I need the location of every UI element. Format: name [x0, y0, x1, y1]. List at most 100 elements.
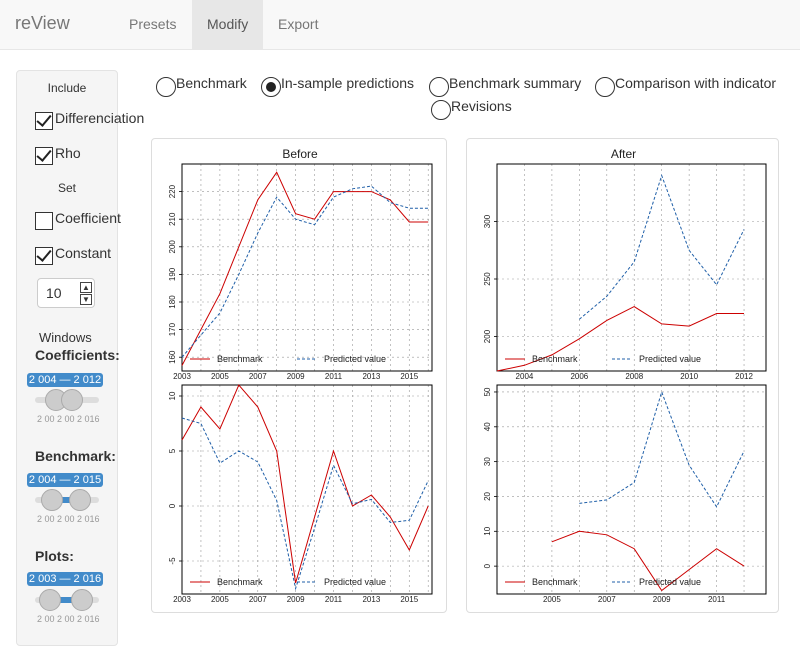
benchmark-tick-mid: 2 00: [57, 514, 75, 524]
chart-0: 160 170 180 190 200 210 220 2003 2005 2007 2009 201…: [168, 163, 433, 381]
series-line-predicted-value: [579, 390, 745, 508]
x-tick-label: 2006: [570, 372, 588, 381]
radio-revisions-label: Revisions: [451, 98, 512, 114]
y-tick-label: 180: [168, 295, 177, 309]
plots-slider-track[interactable]: [35, 597, 99, 603]
differenciation-label: Differenciation: [55, 110, 145, 126]
plot-frame: [496, 163, 767, 372]
benchmark-slider-handle-from[interactable]: [41, 489, 63, 511]
rho-checkbox[interactable]: [35, 147, 53, 165]
y-tick-label: 300: [483, 214, 492, 228]
y-tick-label: 10: [483, 526, 492, 535]
tab-export[interactable]: Export: [278, 16, 319, 32]
y-tick-label: 210: [168, 212, 177, 226]
y-tick-label: 50: [483, 387, 492, 396]
radio-benchmark[interactable]: [156, 77, 176, 97]
chart-1: -5 0 5 10 2003 2005 2007 2009 2011 2013 2015 Benchm…: [168, 384, 433, 604]
x-tick-label: 2011: [325, 595, 343, 604]
tab-presets[interactable]: Presets: [129, 16, 177, 32]
coefficients-slider-handle-to[interactable]: [61, 389, 83, 411]
after-title: After: [610, 147, 637, 161]
coefficients-tick-max: 2 016: [77, 414, 100, 424]
x-tick-label: 2009: [287, 372, 305, 381]
legend-label-benchmark: Benchmark: [532, 577, 578, 587]
x-tick-label: 2003: [173, 595, 191, 604]
differenciation-checkbox[interactable]: [35, 112, 53, 130]
benchmark-slider-handle-to[interactable]: [69, 489, 91, 511]
x-tick-label: 2009: [287, 595, 305, 604]
benchmark-window-heading: Benchmark:: [35, 448, 116, 464]
coefficients-heading: Coefficients:: [35, 347, 120, 363]
after-panel: After: [466, 138, 779, 613]
sidebar-panel: Include Differenciation Rho Set Coeffici…: [16, 70, 144, 646]
plots-window-heading: Plots:: [35, 548, 74, 564]
series-line-predicted-value: [181, 417, 429, 591]
constant-value-input[interactable]: 10 ▲ ▼: [37, 278, 95, 308]
chart-3: 0 10 20 30 40 50 2005 2007 2009 2011 Benchmark Pred…: [483, 384, 767, 604]
y-tick-label: 250: [483, 272, 492, 286]
radio-comparison-with-indicator[interactable]: [595, 77, 615, 97]
decrement-arrow-icon[interactable]: ▼: [80, 294, 92, 305]
y-tick-label: 30: [483, 457, 492, 466]
radio-revisions[interactable]: [431, 100, 451, 120]
radio-benchmark-summary[interactable]: [429, 77, 449, 97]
x-tick-label: 2007: [249, 595, 267, 604]
increment-arrow-icon[interactable]: ▲: [80, 282, 92, 293]
plots-slider-handle-to[interactable]: [71, 589, 93, 611]
legend-label-benchmark: Benchmark: [532, 354, 578, 364]
benchmark-tick-min: 2 00: [37, 514, 55, 524]
brand-title[interactable]: reView: [15, 13, 70, 33]
x-tick-label: 2009: [653, 595, 671, 604]
x-tick-label: 2013: [362, 372, 380, 381]
y-tick-label: 40: [483, 422, 492, 431]
before-panel: Before: [151, 138, 447, 613]
x-tick-label: 2015: [400, 372, 418, 381]
plot-frame: [181, 384, 433, 595]
constant-label: Constant: [55, 245, 112, 261]
series-line-predicted-value: [181, 185, 429, 358]
x-tick-label: 2004: [516, 372, 534, 381]
legend-label-predicted: Predicted value: [639, 354, 701, 364]
coefficients-tick-min: 2 00: [37, 414, 55, 424]
radio-comparison-with-indicator-label: Comparison with indicator: [615, 75, 777, 91]
x-tick-label: 2008: [625, 372, 643, 381]
y-tick-label: 5: [168, 448, 177, 453]
windows-heading: Windows: [39, 330, 92, 345]
tab-modify[interactable]: Modify: [192, 0, 263, 49]
plots-tick-mid: 2 00: [57, 614, 75, 624]
benchmark-tick-max: 2 016: [77, 514, 100, 524]
series-line-benchmark: [181, 171, 429, 366]
y-tick-label: -5: [168, 557, 177, 565]
y-tick-label: 170: [168, 322, 177, 336]
plots-range-badge: 2 003 — 2 016: [27, 572, 103, 586]
x-tick-label: 2015: [400, 595, 418, 604]
legend-label-predicted: Predicted value: [324, 577, 386, 587]
legend-label-predicted: Predicted value: [324, 354, 386, 364]
y-tick-label: 160: [168, 350, 177, 364]
x-tick-label: 2005: [211, 372, 229, 381]
constant-checkbox[interactable]: [35, 247, 53, 265]
y-tick-label: 200: [483, 329, 492, 343]
plot-frame: [496, 384, 767, 595]
plots-slider-handle-from[interactable]: [39, 589, 61, 611]
plots-tick-max: 2 016: [77, 614, 100, 624]
y-tick-label: 20: [483, 491, 492, 500]
coefficient-checkbox[interactable]: [35, 212, 53, 230]
chart-2: 200 250 300 2004 2006 2008 2010 2012 Benchmark Pr…: [483, 163, 767, 381]
plots-tick-min: 2 00: [37, 614, 55, 624]
benchmark-slider-track[interactable]: [35, 497, 99, 503]
benchmark-range-badge: 2 004 — 2 015: [27, 473, 103, 487]
plots-slider-fill: [52, 597, 88, 603]
x-tick-label: 2005: [211, 595, 229, 604]
series-line-benchmark: [181, 384, 429, 584]
legend-label-benchmark: Benchmark: [217, 577, 263, 587]
set-heading: Set: [57, 181, 76, 195]
coefficients-range-badge: 2 004 — 2 012: [27, 373, 103, 387]
coefficient-label: Coefficient: [55, 210, 121, 226]
radio-in-sample-predictions[interactable]: [261, 77, 281, 97]
y-tick-label: 0: [168, 503, 177, 508]
x-tick-label: 2005: [543, 595, 561, 604]
y-tick-label: 200: [168, 240, 177, 254]
x-tick-label: 2012: [735, 372, 753, 381]
